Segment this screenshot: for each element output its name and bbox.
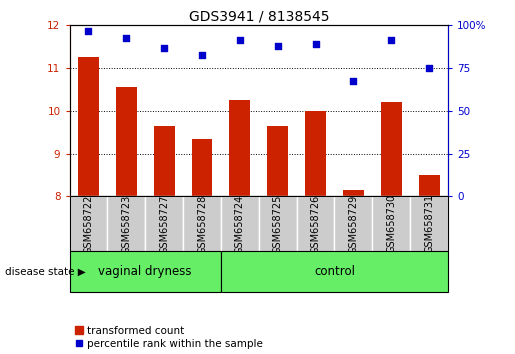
Text: vaginal dryness: vaginal dryness: [98, 265, 192, 278]
Text: control: control: [314, 265, 355, 278]
Point: [122, 35, 130, 40]
Point: [349, 78, 357, 84]
Title: GDS3941 / 8138545: GDS3941 / 8138545: [188, 10, 329, 24]
Bar: [70, 251, 221, 292]
Bar: [221, 251, 448, 292]
Text: GSM658730: GSM658730: [386, 194, 396, 253]
Bar: [154, 126, 175, 196]
Bar: [419, 175, 439, 196]
Text: disease state ▶: disease state ▶: [5, 267, 86, 277]
Bar: [343, 190, 364, 196]
Text: GSM658728: GSM658728: [197, 194, 207, 253]
Bar: [107, 196, 145, 251]
Point: [425, 65, 433, 70]
Point: [273, 44, 282, 49]
Bar: [230, 100, 250, 196]
Bar: [267, 126, 288, 196]
Bar: [410, 196, 448, 251]
Bar: [145, 196, 183, 251]
Point: [387, 37, 396, 42]
Bar: [70, 196, 107, 251]
Bar: [116, 87, 136, 196]
Bar: [297, 196, 335, 251]
Point: [198, 52, 206, 58]
Bar: [183, 196, 221, 251]
Bar: [259, 196, 297, 251]
Text: GSM658727: GSM658727: [159, 194, 169, 253]
Bar: [192, 138, 212, 196]
Text: GSM658724: GSM658724: [235, 194, 245, 253]
Point: [236, 37, 244, 42]
Bar: [221, 196, 259, 251]
Text: GSM658725: GSM658725: [273, 194, 283, 253]
Bar: [334, 196, 372, 251]
Point: [160, 46, 168, 51]
Text: GSM658731: GSM658731: [424, 194, 434, 253]
Bar: [372, 196, 410, 251]
Point: [312, 41, 320, 47]
Text: GSM658726: GSM658726: [311, 194, 320, 253]
Text: GSM658722: GSM658722: [83, 194, 93, 253]
Bar: [381, 102, 402, 196]
Bar: [305, 110, 326, 196]
Text: GSM658723: GSM658723: [122, 194, 131, 253]
Text: GSM658729: GSM658729: [349, 194, 358, 253]
Point: [84, 28, 93, 34]
Legend: transformed count, percentile rank within the sample: transformed count, percentile rank withi…: [75, 326, 263, 349]
Bar: [78, 57, 99, 196]
